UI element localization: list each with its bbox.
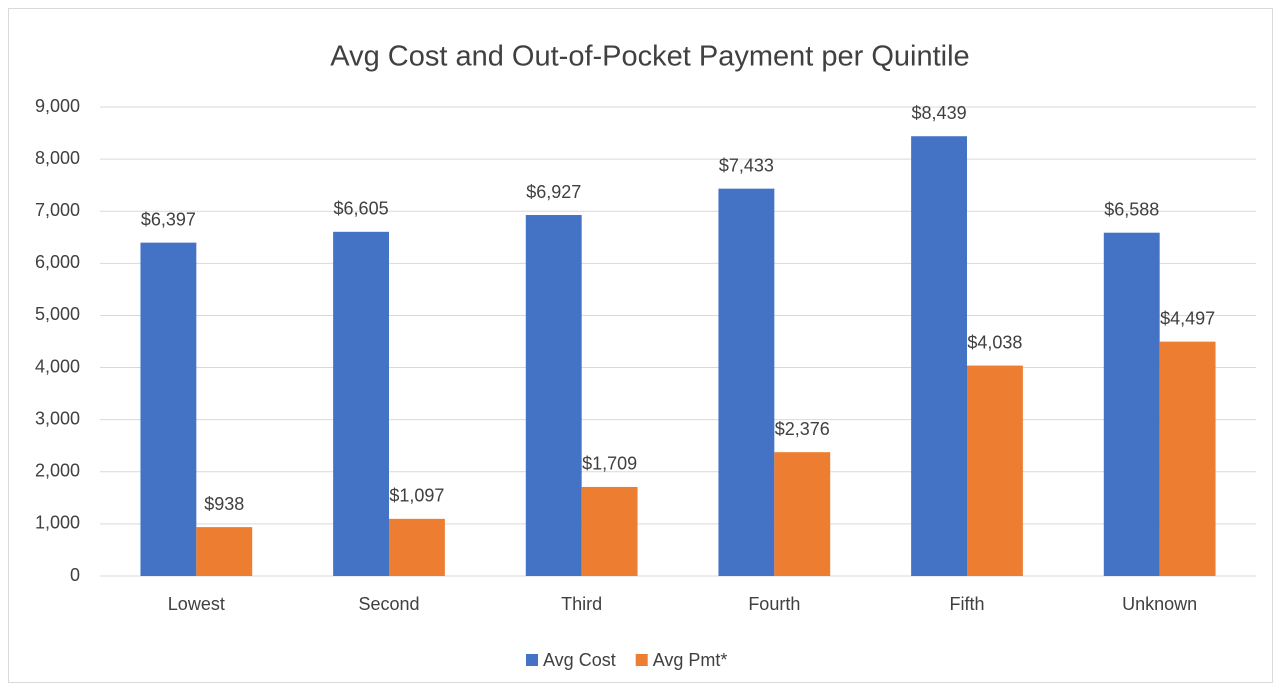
data-label: $6,397 [141,209,196,229]
data-label: $1,709 [582,454,637,474]
data-label: $6,927 [526,182,581,202]
bar [718,188,775,576]
y-tick-label: 4,000 [35,356,80,376]
y-tick-label: 1,000 [35,513,80,533]
bar [911,136,967,577]
y-tick-label: 3,000 [35,408,80,428]
chart-title: Avg Cost and Out-of-Pocket Payment per Q… [330,41,969,73]
data-label: $6,588 [1104,199,1159,219]
data-label: $4,497 [1160,308,1215,328]
x-tick-label: Fourth [748,594,800,614]
bar [1159,341,1216,576]
data-label: $6,605 [334,199,389,219]
bar [333,231,389,577]
x-tick-label: Third [561,594,602,614]
legend-swatch [635,654,648,666]
data-label: $938 [204,494,244,514]
legend-swatch [526,654,538,666]
bar [140,242,197,577]
x-tick-label: Unknown [1122,594,1197,614]
legend-label: Avg Pmt* [653,650,728,670]
data-label: $8,439 [912,103,967,123]
bar [196,527,253,576]
y-tick-label: 0 [70,565,80,585]
bar [967,365,1023,576]
bar [1103,232,1160,576]
x-tick-label: Lowest [168,594,225,614]
data-label: $2,376 [775,419,830,439]
chart-border [8,8,1273,683]
y-tick-label: 9,000 [35,96,80,116]
y-tick-label: 6,000 [35,252,80,272]
bar [581,486,638,576]
bar [525,215,582,576]
y-tick-label: 7,000 [35,200,80,220]
bar [389,518,445,576]
y-tick-label: 8,000 [35,148,80,168]
legend-label: Avg Cost [543,650,616,670]
bar [774,452,831,576]
data-label: $4,038 [967,332,1022,352]
x-tick-label: Fifth [949,594,984,614]
y-tick-label: 5,000 [35,304,80,324]
data-label: $1,097 [389,486,444,506]
x-tick-label: Second [358,594,419,614]
y-tick-label: 2,000 [35,461,80,481]
data-label: $7,433 [719,155,774,175]
